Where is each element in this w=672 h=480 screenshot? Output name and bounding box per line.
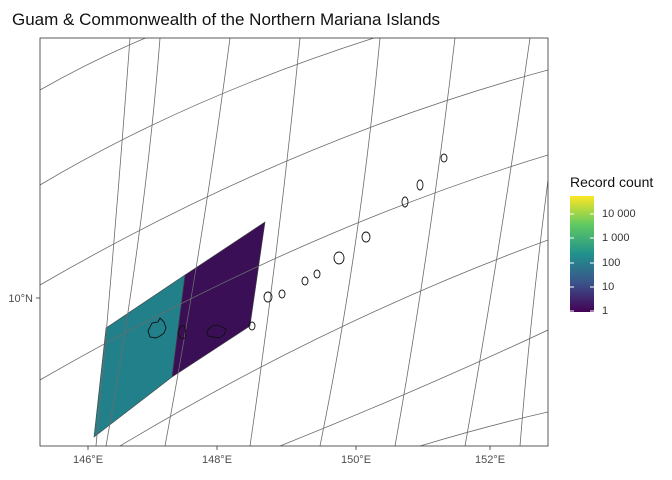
- panel-border: [39, 37, 549, 447]
- legend-title: Record count: [570, 174, 654, 190]
- legend-colorbar: [570, 196, 594, 312]
- island-asuncion: [416, 179, 424, 191]
- y-tick-label: 10°N: [8, 293, 33, 305]
- island-maug: [440, 153, 448, 163]
- graticule-parallels: [40, 38, 548, 446]
- x-tick-label: 150°E: [341, 454, 371, 466]
- island-agrihan: [401, 196, 409, 208]
- legend-label: 1 000: [602, 232, 630, 244]
- island-rota: [177, 325, 187, 340]
- x-tick-label: 148°E: [202, 454, 232, 466]
- legend-label: 10: [602, 281, 615, 293]
- island-anatahan: [278, 289, 286, 299]
- island-alamagan: [333, 251, 345, 265]
- island-guguan: [313, 269, 321, 279]
- x-tick-label: 152°E: [475, 454, 505, 466]
- legend-label: 10 000: [602, 208, 636, 220]
- island-guam: [147, 317, 167, 339]
- x-tick-label: 146°E: [73, 454, 103, 466]
- island-sarigan: [301, 276, 309, 286]
- legend-ticks: [570, 213, 594, 312]
- legend-label: 1: [602, 305, 609, 317]
- island-farallon-de-medinilla: [263, 291, 273, 303]
- legend-label: 100: [602, 257, 621, 269]
- graticule-meridians: [95, 38, 548, 446]
- island-outlines: [147, 153, 448, 340]
- island-aguijan: [248, 321, 256, 331]
- island-tinian: [206, 324, 227, 339]
- map-title: Guam & Commonwealth of the Northern Mari…: [12, 10, 441, 29]
- cell-east: [171, 221, 266, 378]
- axis-ticks: [36, 297, 491, 450]
- island-pagan: [361, 231, 371, 243]
